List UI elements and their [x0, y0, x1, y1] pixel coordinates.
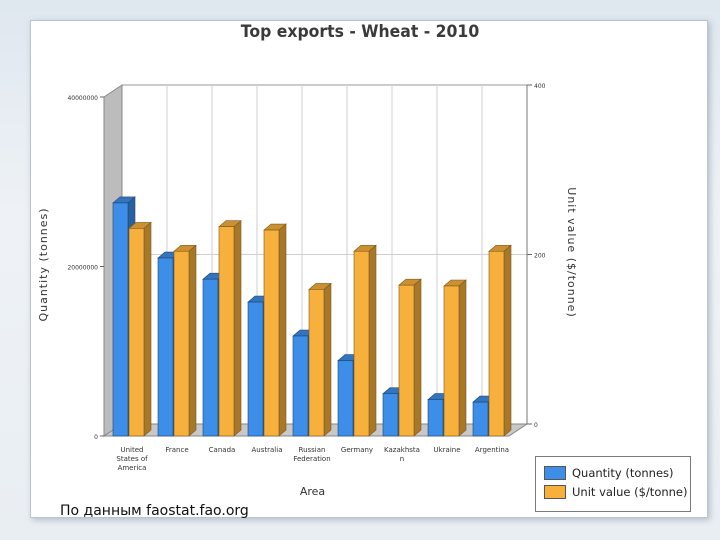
bar-unit-value — [308, 289, 325, 437]
y-tick-label: 40000000 — [67, 95, 98, 102]
bar-unit-value — [398, 284, 415, 437]
y2-tick-label: 400 — [534, 83, 546, 90]
bar-quantity — [427, 399, 444, 437]
legend-label-unit-value: Unit value ($/tonne) — [572, 485, 688, 499]
legend-swatch-quantity — [544, 466, 566, 480]
bar-unit-value — [488, 250, 505, 437]
bar-unit-value — [353, 250, 370, 437]
x-tick-label: Russian — [299, 446, 326, 454]
bar-quantity — [157, 257, 174, 437]
source-footnote: По данным faostat.fao.org — [60, 503, 249, 519]
x-tick-label: France — [165, 446, 188, 454]
bar-unit-value — [263, 229, 280, 437]
bar-quantity — [112, 202, 129, 437]
x-tick-label: America — [118, 464, 147, 472]
bar-unit-value-side — [233, 220, 242, 437]
bar-unit-value — [218, 226, 235, 437]
x-tick-label: Kazakhsta — [384, 446, 420, 454]
legend-swatch-unit-value — [544, 485, 566, 499]
bar-unit-value-side — [503, 244, 512, 437]
chart-title: Top exports - Wheat - 2010 — [240, 22, 480, 42]
legend-item-quantity: Quantity (tonnes) — [544, 465, 674, 481]
bar-unit-value-side — [278, 223, 287, 437]
y-tick-label: 20000000 — [67, 265, 98, 272]
bar-unit-value — [128, 228, 145, 437]
y2-axis-title: Unit value ($/tonne) — [565, 187, 578, 317]
x-tick-label: United — [121, 446, 144, 454]
x-tick-label: Federation — [293, 455, 330, 463]
y-axis-title: Quantity (tonnes) — [37, 207, 50, 321]
bar-unit-value-side — [323, 282, 332, 437]
x-tick-label: Germany — [341, 446, 373, 454]
bar-unit-value — [443, 285, 460, 437]
bar-unit-value-side — [143, 221, 152, 437]
x-axis-title: Area — [300, 485, 325, 498]
bar-unit-value-side — [413, 278, 422, 437]
bar-unit-value-side — [368, 244, 377, 437]
x-tick-label: Canada — [209, 446, 236, 454]
y2-tick-label: 200 — [534, 253, 546, 260]
bar-unit-value-side — [188, 244, 197, 437]
legend-item-unit-value: Unit value ($/tonne) — [544, 484, 688, 500]
x-tick-label: States of — [116, 455, 148, 463]
x-tick-label: Ukraine — [433, 446, 460, 454]
bar-quantity — [382, 393, 399, 437]
chart-legend: Quantity (tonnes) Unit value ($/tonne) — [535, 456, 691, 512]
x-tick-label: Australia — [252, 446, 283, 454]
x-tick-label: n — [400, 455, 404, 463]
bar-quantity — [472, 401, 489, 437]
y-tick-label: 0 — [94, 434, 98, 441]
bar-quantity — [202, 278, 219, 437]
bar-quantity — [337, 360, 354, 437]
bar-unit-value — [173, 250, 190, 437]
legend-label-quantity: Quantity (tonnes) — [572, 466, 674, 480]
bar-quantity — [292, 335, 309, 437]
x-tick-label: Argentina — [475, 446, 509, 454]
bar-quantity — [247, 301, 264, 437]
bar-unit-value-side — [458, 279, 467, 437]
y2-tick-label: 0 — [534, 422, 538, 429]
